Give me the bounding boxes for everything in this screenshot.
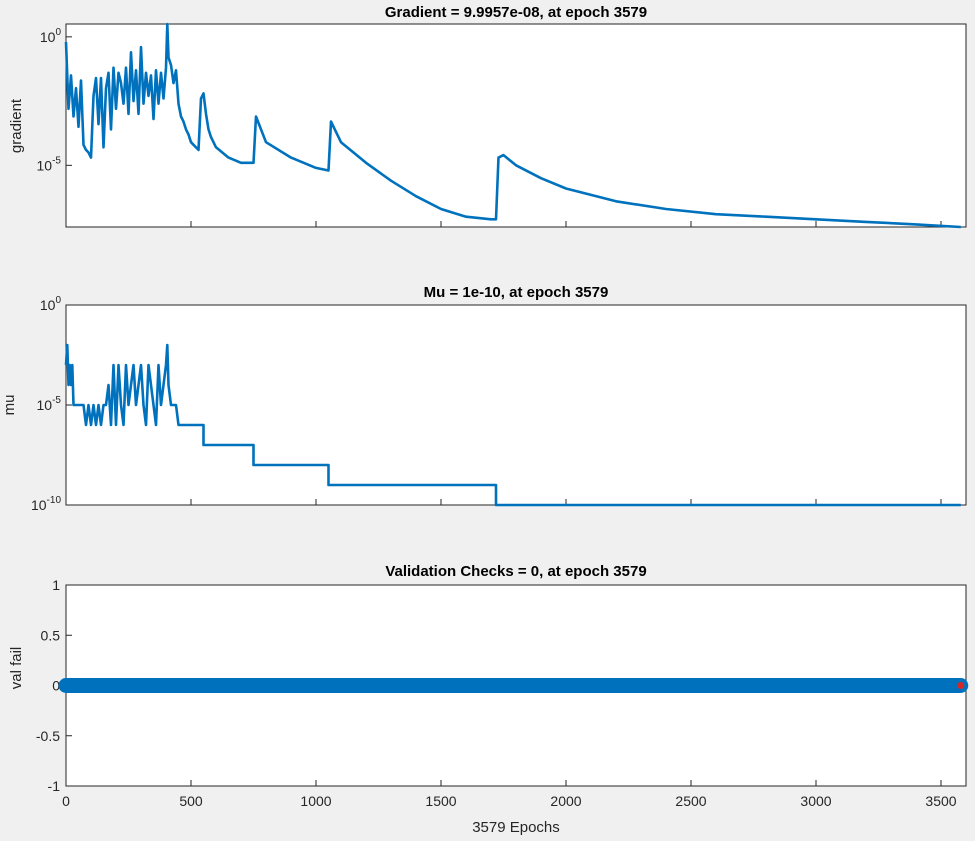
ytick-label: 10-5 — [37, 395, 62, 413]
ytick-label: 100 — [40, 295, 62, 313]
ytick-label: 100 — [40, 27, 62, 45]
xtick-label: 500 — [179, 793, 203, 809]
ytick-label: -0.5 — [36, 728, 60, 744]
ytick-exponent: 0 — [55, 295, 61, 306]
ytick-label: 10-10 — [31, 495, 61, 513]
ytick-exponent: 0 — [55, 27, 61, 38]
ytick-label: -1 — [48, 778, 61, 794]
ytick-base: 10 — [31, 497, 47, 513]
ytick-exponent: -10 — [47, 495, 62, 506]
xtick-label: 0 — [62, 793, 70, 809]
validation-ylabel: val fail — [8, 647, 25, 690]
xtick-label: 2500 — [675, 793, 706, 809]
mu-axes-box — [65, 304, 967, 506]
gradient-curve — [64, 22, 961, 229]
ytick-label: 0 — [52, 678, 60, 694]
ytick-label: 1 — [52, 577, 60, 593]
xtick-label: 1000 — [300, 793, 331, 809]
validation-panel: Validation Checks = 0, at epoch 3579 -1 -… — [8, 563, 969, 836]
val-fail-best-point — [957, 682, 965, 689]
mu-title: Mu = 1e-10, at epoch 3579 — [424, 284, 609, 301]
ytick-label: 0.5 — [41, 627, 61, 643]
ytick-base: 10 — [37, 157, 53, 173]
ytick-base: 10 — [40, 29, 56, 45]
gradient-ylabel: gradient — [8, 98, 25, 153]
ytick-exponent: -5 — [52, 155, 61, 166]
gradient-panel: Gradient = 9.9957e-08, at epoch 3579 100… — [8, 4, 967, 229]
xtick-label: 3500 — [925, 793, 956, 809]
xtick-label: 1500 — [425, 793, 456, 809]
gradient-axes-box — [65, 23, 967, 228]
ytick-base: 10 — [37, 397, 53, 413]
mu-ylabel: mu — [1, 395, 18, 416]
gradient-title: Gradient = 9.9957e-08, at epoch 3579 — [385, 4, 647, 21]
xtick-label: 2000 — [550, 793, 581, 809]
ytick-label: 10-5 — [37, 155, 62, 173]
ytick-exponent: -5 — [52, 395, 61, 406]
mu-curve — [64, 343, 961, 507]
validation-title: Validation Checks = 0, at epoch 3579 — [385, 563, 646, 580]
x-axis-label: 3579 Epochs — [472, 819, 560, 836]
xtick-label: 3000 — [800, 793, 831, 809]
ytick-base: 10 — [40, 297, 56, 313]
